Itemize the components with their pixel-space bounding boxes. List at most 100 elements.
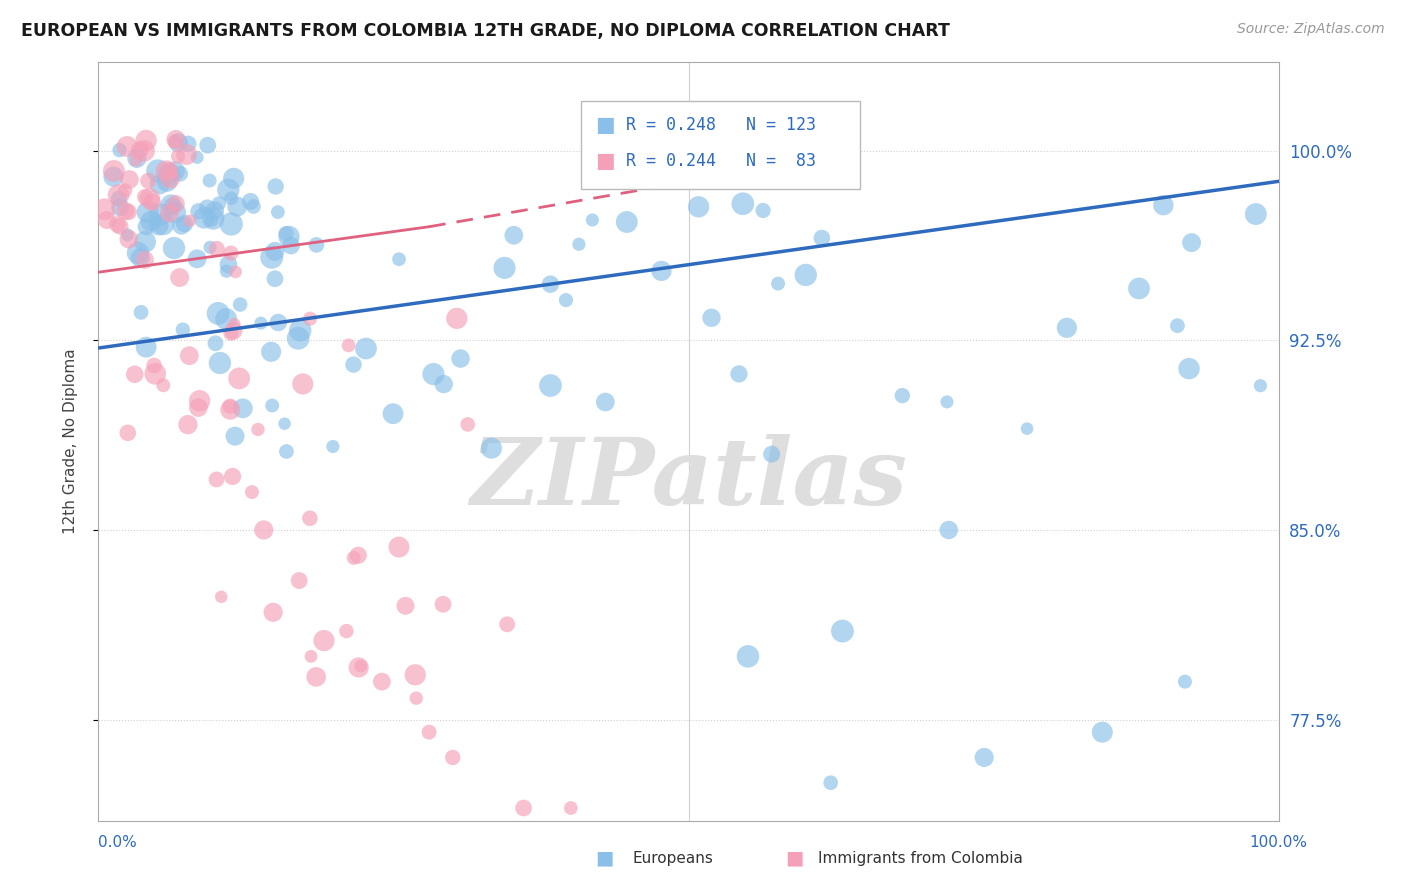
- Point: [262, 605, 284, 619]
- Point: [177, 417, 200, 432]
- Point: [752, 203, 775, 218]
- Point: [205, 242, 228, 256]
- Point: [125, 151, 148, 165]
- Point: [125, 153, 148, 168]
- Text: EUROPEAN VS IMMIGRANTS FROM COLOMBIA 12TH GRADE, NO DIPLOMA CORRELATION CHART: EUROPEAN VS IMMIGRANTS FROM COLOMBIA 12T…: [21, 22, 950, 40]
- Point: [229, 297, 252, 311]
- Point: [188, 393, 211, 408]
- Point: [96, 213, 118, 227]
- Point: [202, 211, 225, 226]
- Point: [418, 725, 440, 739]
- Point: [581, 213, 603, 227]
- Point: [148, 219, 170, 233]
- Point: [1015, 422, 1038, 436]
- Point: [226, 200, 249, 214]
- Text: ■: ■: [595, 115, 614, 135]
- Point: [222, 171, 245, 186]
- Point: [93, 202, 115, 217]
- Text: 100.0%: 100.0%: [1250, 836, 1308, 850]
- Point: [335, 624, 357, 638]
- Point: [219, 326, 242, 340]
- Point: [134, 190, 156, 204]
- Point: [114, 183, 136, 197]
- Point: [117, 425, 139, 440]
- Point: [173, 217, 195, 231]
- Point: [343, 550, 366, 565]
- Point: [108, 219, 131, 234]
- Point: [135, 219, 157, 234]
- Point: [143, 367, 166, 381]
- Point: [129, 305, 152, 319]
- Point: [197, 138, 219, 153]
- Point: [146, 164, 169, 178]
- Text: ■: ■: [785, 848, 804, 868]
- Point: [1244, 207, 1267, 221]
- Point: [432, 597, 454, 611]
- Point: [731, 196, 754, 211]
- Point: [219, 246, 242, 260]
- Point: [305, 238, 328, 252]
- Point: [766, 277, 789, 291]
- Point: [143, 359, 166, 373]
- Point: [134, 144, 156, 158]
- Point: [973, 750, 995, 764]
- Point: [1174, 674, 1197, 689]
- Point: [278, 229, 301, 244]
- Point: [446, 311, 468, 326]
- Point: [208, 196, 231, 211]
- Point: [433, 377, 456, 392]
- Point: [264, 244, 287, 259]
- Point: [163, 135, 186, 149]
- Point: [198, 173, 221, 187]
- Point: [221, 469, 243, 483]
- Point: [135, 133, 157, 147]
- Point: [394, 599, 416, 613]
- Point: [481, 441, 503, 455]
- Point: [103, 164, 125, 178]
- Point: [224, 429, 246, 443]
- Text: Source: ZipAtlas.com: Source: ZipAtlas.com: [1237, 22, 1385, 37]
- Point: [165, 132, 187, 146]
- Point: [811, 231, 834, 245]
- Point: [273, 417, 295, 431]
- Point: [217, 183, 239, 197]
- Point: [117, 227, 139, 242]
- Point: [700, 310, 723, 325]
- Point: [239, 194, 262, 209]
- Point: [162, 199, 184, 213]
- Point: [129, 251, 152, 265]
- Point: [177, 136, 200, 151]
- Point: [240, 485, 263, 500]
- Point: [156, 175, 179, 189]
- Point: [118, 172, 141, 186]
- Point: [108, 143, 131, 157]
- Point: [179, 349, 201, 363]
- Point: [555, 293, 578, 307]
- Point: [169, 270, 191, 285]
- Text: Europeans: Europeans: [633, 851, 714, 865]
- Point: [118, 232, 141, 246]
- Point: [299, 649, 322, 664]
- Point: [105, 218, 128, 232]
- Point: [207, 306, 229, 320]
- Point: [225, 265, 247, 279]
- Point: [141, 195, 163, 210]
- Point: [209, 590, 232, 604]
- Point: [262, 399, 284, 413]
- Point: [287, 331, 309, 345]
- Point: [215, 264, 238, 278]
- Point: [540, 378, 562, 392]
- Point: [253, 523, 276, 537]
- Point: [222, 324, 245, 338]
- Point: [382, 407, 405, 421]
- Point: [219, 402, 242, 417]
- Point: [134, 235, 156, 249]
- Point: [149, 178, 172, 192]
- Point: [187, 401, 209, 415]
- Point: [1166, 318, 1188, 333]
- Point: [187, 204, 209, 219]
- Point: [128, 143, 150, 157]
- Point: [441, 750, 464, 764]
- Point: [276, 444, 298, 458]
- Text: 0.0%: 0.0%: [98, 836, 138, 850]
